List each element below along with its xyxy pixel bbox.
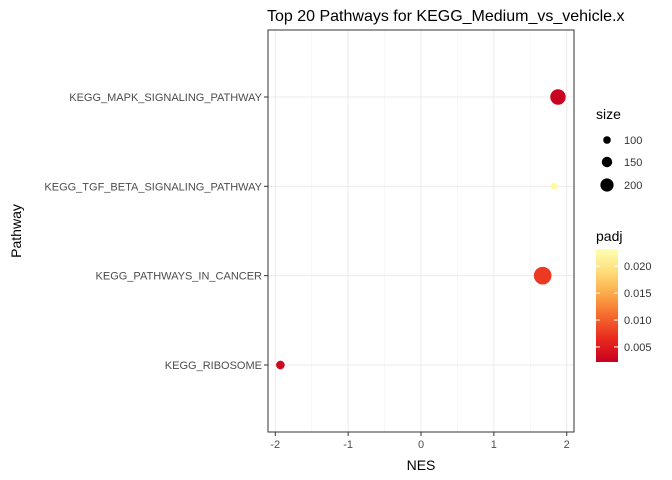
colorbar-label: 0.020 xyxy=(624,261,652,273)
x-tick-label: 1 xyxy=(491,439,497,451)
x-tick-label: -2 xyxy=(270,439,280,451)
colorbar-label: 0.010 xyxy=(624,315,652,327)
data-point xyxy=(533,266,552,285)
y-tick-label: KEGG_MAPK_SIGNALING_PATHWAY xyxy=(69,92,262,104)
data-point xyxy=(550,89,566,105)
x-tick-label: -1 xyxy=(343,439,353,451)
chart-title: Top 20 Pathways for KEGG_Medium_vs_vehic… xyxy=(267,8,625,25)
size-legend-label: 150 xyxy=(624,157,642,169)
padj-legend: padj 0.005 0.010 0.015 0.020 xyxy=(596,228,652,362)
y-axis-title: Pathway xyxy=(8,204,24,258)
colorbar-label: 0.015 xyxy=(624,288,652,300)
colorbar-label: 0.005 xyxy=(624,342,652,354)
y-axis: KEGG_RIBOSOME KEGG_PATHWAYS_IN_CANCER KEGG… xyxy=(44,92,268,372)
size-legend: size 100 150 200 xyxy=(596,106,642,192)
data-point xyxy=(276,360,285,370)
x-tick-label: 2 xyxy=(564,439,570,451)
y-tick-label: KEGG_TGF_BETA_SIGNALING_PATHWAY xyxy=(44,181,262,193)
size-legend-label: 100 xyxy=(624,135,642,147)
y-tick-label: KEGG_RIBOSOME xyxy=(165,360,262,372)
size-legend-key xyxy=(603,136,611,144)
x-axis: -2 -1 0 1 2 xyxy=(270,432,570,451)
x-tick-label: 0 xyxy=(418,439,424,451)
gridlines xyxy=(268,30,574,432)
size-legend-title: size xyxy=(596,106,621,122)
x-axis-title: NES xyxy=(407,457,436,473)
size-legend-key xyxy=(600,178,614,192)
size-legend-key xyxy=(601,156,613,168)
data-point xyxy=(550,182,558,190)
y-tick-label: KEGG_PATHWAYS_IN_CANCER xyxy=(96,271,263,283)
data-points xyxy=(276,89,566,370)
padj-legend-title: padj xyxy=(596,228,622,244)
padj-colorbar xyxy=(596,249,618,362)
size-legend-label: 200 xyxy=(624,180,642,192)
